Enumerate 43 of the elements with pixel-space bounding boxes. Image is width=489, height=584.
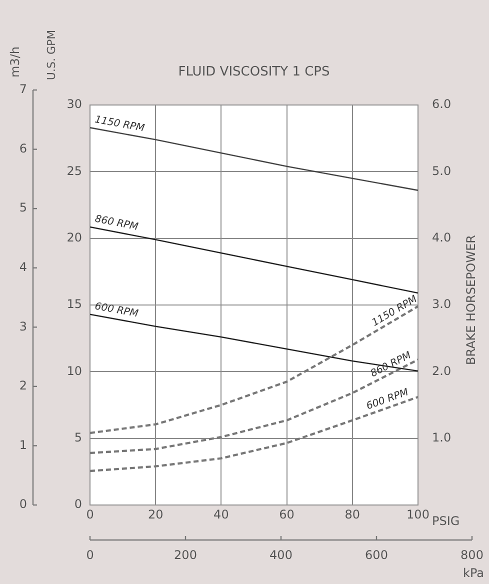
x-axis-title: PSIG [432, 514, 460, 528]
x-tick-label: 80 [344, 507, 360, 522]
x2-tick-label: 0 [86, 548, 94, 562]
y-tick-label: 25 [66, 164, 82, 178]
y2-tick-label: 4.0 [432, 230, 452, 244]
y2-tick-label: 2.0 [432, 364, 452, 378]
y2-tick-label: 1.0 [432, 430, 452, 444]
y-axis-title: U.S. GPM [44, 30, 58, 80]
x-tick-label: 60 [279, 507, 294, 522]
text: 1150 RPM [94, 114, 146, 134]
x2-tick-label: 600 [365, 548, 388, 562]
y3-tick-label: 2 [19, 378, 27, 393]
y3-tick-label: 0 [19, 497, 27, 512]
y2-axis-title: BRAKE HORSEPOWER [464, 234, 478, 366]
x-tick-label: 40 [214, 507, 229, 522]
text: 600 RPM [94, 301, 140, 320]
text: 860 RPM [368, 350, 414, 380]
y3-tick-label: 3 [19, 319, 27, 334]
y-tick-label: 15 [66, 297, 82, 312]
x-tick-label: 20 [148, 507, 164, 522]
x2-tick-label: 800 [460, 548, 484, 562]
x2-tick-label: 200 [174, 548, 197, 562]
y3-tick-label: 1 [19, 438, 27, 452]
x-tick-label: 0 [86, 507, 94, 522]
y-tick-label: 5 [74, 430, 82, 444]
y3-tick-label: 5 [19, 200, 27, 215]
x2-axis-title: kPa [463, 566, 484, 580]
y3-tick-label: 4 [19, 260, 27, 274]
y2-tick-label: 5.0 [432, 164, 452, 178]
y3-tick-label: 7 [19, 82, 27, 96]
y2-tick-label: 6.0 [432, 97, 452, 112]
y-tick-label: 20 [66, 230, 82, 244]
y-tick-label: 30 [66, 97, 82, 112]
chart-title: FLUID VISCOSITY 1 CPS [178, 64, 330, 80]
y-tick-label: 0 [74, 497, 82, 512]
y3-tick-label: 6 [19, 141, 27, 156]
y2-tick-label: 3.0 [432, 297, 452, 312]
text: 600 RPM [365, 386, 410, 412]
text: 860 RPM [94, 214, 140, 233]
y-tick-label: 10 [66, 364, 82, 378]
y3-axis-title: m3/h [8, 46, 22, 78]
x2-tick-label: 400 [270, 548, 292, 562]
x-tick-label: 100 [406, 507, 430, 522]
